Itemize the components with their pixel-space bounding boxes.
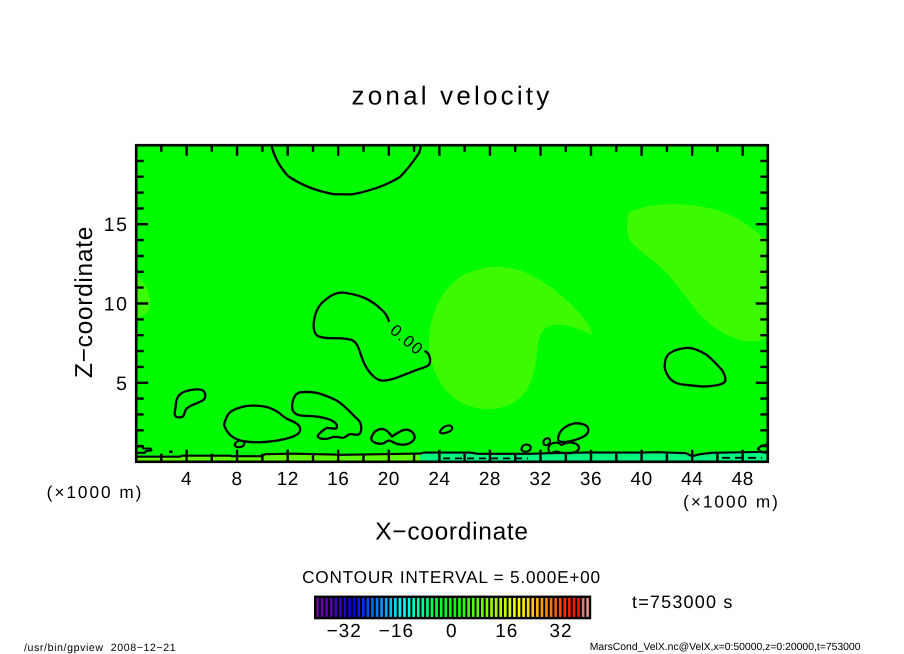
svg-text:Z−coordinate: Z−coordinate — [71, 226, 98, 378]
svg-text:16: 16 — [327, 469, 349, 490]
svg-text:16: 16 — [495, 621, 518, 642]
svg-text:8: 8 — [232, 469, 243, 490]
svg-text:48: 48 — [732, 469, 754, 490]
svg-text:/usr/bin/gpview 2008−12−21: /usr/bin/gpview 2008−12−21 — [24, 642, 176, 654]
svg-text:X−coordinate: X−coordinate — [375, 519, 528, 546]
svg-text:36: 36 — [580, 469, 602, 490]
svg-text:zonal velocity: zonal velocity — [352, 81, 553, 111]
svg-text:32: 32 — [549, 621, 572, 642]
svg-text:28: 28 — [479, 469, 501, 490]
svg-text:0: 0 — [446, 621, 458, 642]
svg-text:24: 24 — [428, 469, 450, 490]
svg-text:−32: −32 — [327, 621, 362, 642]
svg-text:(×1000 m): (×1000 m) — [683, 492, 780, 512]
svg-text:32: 32 — [529, 469, 551, 490]
svg-text:5: 5 — [116, 373, 128, 395]
svg-text:10: 10 — [104, 294, 129, 316]
svg-text:−16: −16 — [379, 621, 414, 642]
svg-text:t=753000 s: t=753000 s — [632, 592, 734, 612]
svg-text:CONTOUR INTERVAL = 5.000E+00: CONTOUR INTERVAL = 5.000E+00 — [302, 567, 601, 587]
svg-text:12: 12 — [277, 469, 299, 490]
svg-text:MarsCond_VelX.nc@VelX,x=0:5000: MarsCond_VelX.nc@VelX,x=0:50000,z=0:2000… — [590, 642, 861, 653]
svg-text:44: 44 — [681, 469, 703, 490]
svg-text:(×1000 m): (×1000 m) — [47, 482, 144, 502]
svg-text:20: 20 — [378, 469, 400, 490]
svg-text:15: 15 — [104, 214, 129, 236]
svg-text:4: 4 — [181, 469, 192, 490]
svg-text:40: 40 — [631, 469, 653, 490]
